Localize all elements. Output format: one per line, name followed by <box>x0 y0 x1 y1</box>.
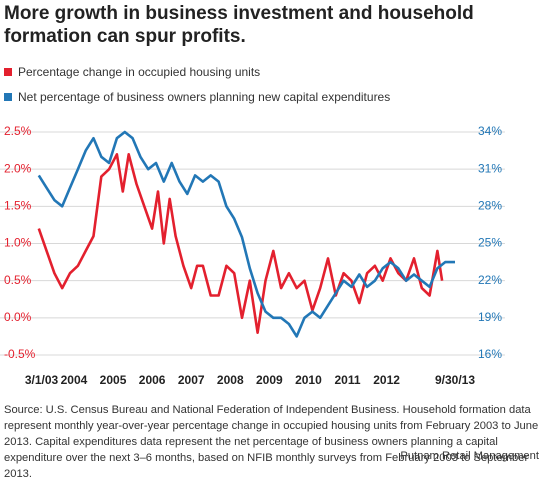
series-line <box>37 130 455 338</box>
y-tick-label: 2.0% <box>4 161 32 175</box>
y2-tick-label: 34% <box>478 124 502 138</box>
x-tick-label: 3/1/03 <box>25 373 59 387</box>
y2-tick-label: 22% <box>478 273 502 287</box>
y-tick-label: 1.5% <box>4 199 32 213</box>
legend-entry: Percentage change in occupied housing un… <box>4 65 260 79</box>
y-tick-label: -0.5% <box>4 347 36 361</box>
legend-swatch <box>4 93 12 101</box>
chart-title: More growth in business investment and h… <box>4 3 474 47</box>
y2-tick-label: 28% <box>478 199 502 213</box>
y-tick-label: 0.0% <box>4 310 32 324</box>
x-tick-label: 9/30/13 <box>435 373 475 387</box>
x-tick-label: 2009 <box>256 373 283 387</box>
x-tick-label: 2012 <box>373 373 400 387</box>
y2-tick-label: 25% <box>478 236 502 250</box>
x-tick-label: 2006 <box>139 373 166 387</box>
y2-tick-label: 19% <box>478 310 502 324</box>
y-tick-label: 1.0% <box>4 236 32 250</box>
x-tick-label: 2008 <box>217 373 244 387</box>
credit: Putnam Retail Management <box>400 450 539 462</box>
series-line <box>37 153 444 334</box>
x-tick-label: 2010 <box>295 373 322 387</box>
x-tick-label: 2011 <box>335 373 361 387</box>
legend-label: Net percentage of business owners planni… <box>18 90 391 104</box>
legend-entry: Net percentage of business owners planni… <box>4 90 390 104</box>
x-tick-label: 2007 <box>178 373 205 387</box>
source-note: Source: U.S. Census Bureau and National … <box>4 404 539 480</box>
chart: -0.5% 0.0% 0.5% 1.0% 1.5% 2.0% 2.5% 16% 19% 22% 25… <box>0 124 505 387</box>
y-tick-label: 0.5% <box>4 273 32 287</box>
x-tick-label: 2004 <box>61 373 88 387</box>
y2-tick-label: 31% <box>478 161 502 175</box>
legend-label: Percentage change in occupied housing un… <box>18 65 261 79</box>
y-tick-label: 2.5% <box>4 124 32 138</box>
y2-tick-label: 16% <box>478 347 502 361</box>
legend-swatch <box>4 68 12 76</box>
x-tick-label: 2005 <box>100 373 127 387</box>
